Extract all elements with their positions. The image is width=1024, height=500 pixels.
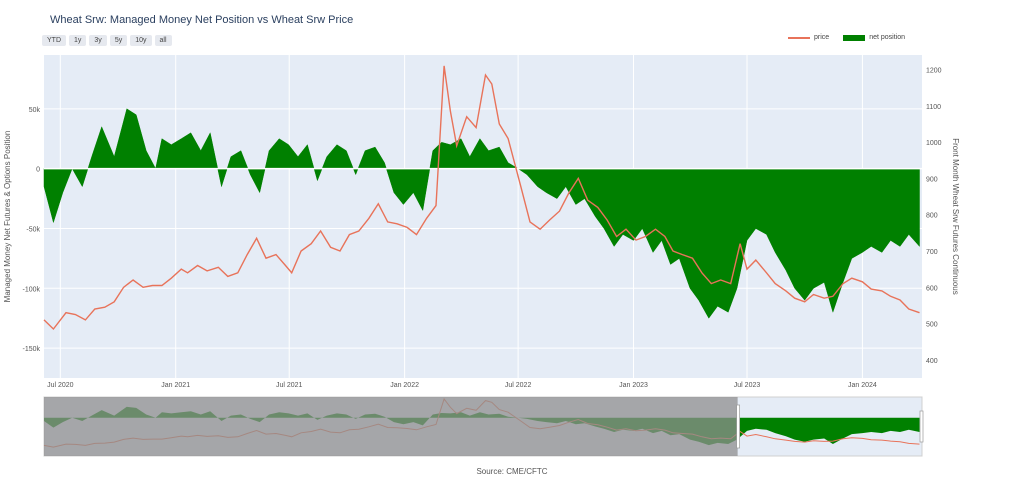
x-tick-label: Jan 2021: [161, 382, 190, 389]
range-slider[interactable]: [43, 396, 924, 457]
legend-item-price[interactable]: price: [788, 34, 829, 41]
x-tick-label: Jul 2022: [505, 382, 532, 389]
axes: 50k 0 -50k -100k -150k 400 500 600 700 800 900 1000…: [3, 68, 960, 389]
x-tick-label: Jul 2020: [47, 382, 74, 389]
range-slider-handle-right[interactable]: [919, 410, 924, 443]
y-left-tick-label: -100k: [22, 286, 40, 293]
range-button-ytd[interactable]: YTD: [42, 35, 66, 46]
legend-swatch-net-position: [843, 34, 866, 41]
chart-title: Wheat Srw: Managed Money Net Position vs…: [50, 14, 354, 26]
y-left-tick-label: 0: [36, 167, 40, 174]
legend: price net position: [788, 34, 905, 41]
series-price-line: [43, 65, 920, 331]
legend-label-net-position: net position: [869, 34, 905, 41]
y-right-tick-label: 700: [926, 249, 938, 256]
y-right-tick-label: 800: [926, 213, 938, 220]
source-note: Source: CME/CFTC: [476, 467, 548, 476]
x-tick-label: Jan 2022: [390, 382, 419, 389]
y-left-axis-title: Managed Money Net Futures & Options Posi…: [3, 131, 12, 303]
y-right-tick-label: 1000: [926, 140, 942, 147]
range-selector: YTD 1y 3y 5y 10y all: [42, 35, 172, 46]
y-right-tick-label: 1100: [926, 104, 941, 111]
y-right-tick-label: 500: [926, 322, 938, 329]
y-right-tick-label: 900: [926, 176, 938, 183]
legend-item-net-position[interactable]: net position: [843, 34, 905, 41]
y-right-tick-label: 1200: [926, 68, 942, 75]
main-plot: [43, 55, 922, 378]
y-right-axis-title: Front Month Wheat Srw Futures Continuous: [951, 138, 960, 295]
y-left-tick-label: -150k: [22, 346, 40, 353]
legend-label-price: price: [814, 34, 830, 41]
range-button-10y[interactable]: 10y: [130, 35, 152, 46]
x-tick-label: Jan 2024: [848, 382, 877, 389]
y-right-tick-label: 600: [926, 285, 938, 292]
range-slider-handle-left[interactable]: [736, 404, 740, 449]
x-tick-label: Jul 2023: [734, 382, 761, 389]
range-button-1y[interactable]: 1y: [69, 35, 87, 46]
x-tick-label: Jan 2023: [619, 382, 648, 389]
y-left-tick-label: 50k: [29, 107, 41, 114]
range-button-5y[interactable]: 5y: [109, 35, 128, 46]
y-left-tick-label: -50k: [26, 226, 40, 233]
range-button-all[interactable]: all: [154, 35, 172, 46]
series-net-position-area: [43, 108, 920, 319]
range-button-3y[interactable]: 3y: [89, 35, 107, 46]
x-tick-label: Jul 2021: [276, 382, 303, 389]
y-right-tick-label: 400: [926, 358, 938, 365]
range-slider-mask: [44, 397, 738, 456]
legend-swatch-price: [788, 36, 810, 39]
